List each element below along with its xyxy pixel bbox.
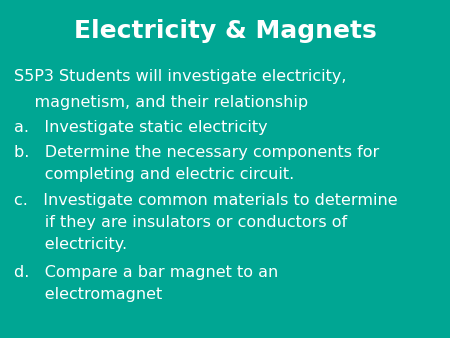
Text: c.   Investigate common materials to determine: c. Investigate common materials to deter… (14, 193, 397, 208)
Text: electromagnet: electromagnet (14, 287, 162, 302)
Text: b.   Determine the necessary components for: b. Determine the necessary components fo… (14, 145, 379, 160)
Text: magnetism, and their relationship: magnetism, and their relationship (14, 95, 308, 110)
Text: completing and electric circuit.: completing and electric circuit. (14, 167, 294, 182)
Text: electricity.: electricity. (14, 237, 126, 251)
Text: d.   Compare a bar magnet to an: d. Compare a bar magnet to an (14, 265, 278, 280)
Text: S5P3 Students will investigate electricity,: S5P3 Students will investigate electrici… (14, 69, 346, 84)
Text: Electricity & Magnets: Electricity & Magnets (74, 19, 376, 43)
Text: a.   Investigate static electricity: a. Investigate static electricity (14, 120, 267, 135)
Text: if they are insulators or conductors of: if they are insulators or conductors of (14, 215, 346, 230)
